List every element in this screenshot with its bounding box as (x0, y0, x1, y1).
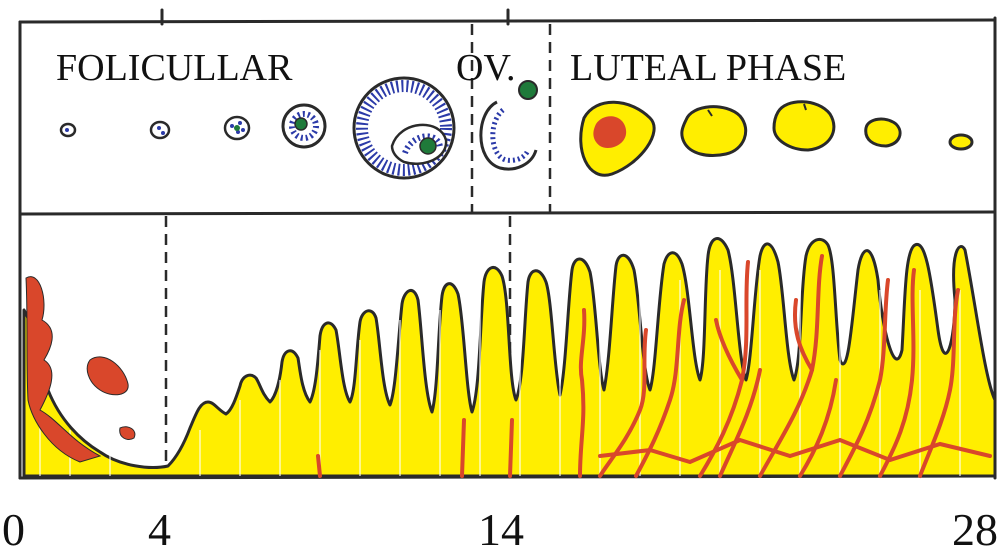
early-antral-follicle (281, 103, 327, 149)
corpus-hemorrhagicum (579, 100, 656, 177)
secondary-follicle (223, 115, 251, 141)
primordial-follicle (59, 122, 77, 138)
day-label-4: 4 (148, 504, 171, 555)
mature-corpus-luteum (772, 100, 836, 152)
endometrium-outline (22, 237, 997, 478)
endometrium-panel (22, 237, 997, 478)
ruptured-follicle (479, 80, 538, 171)
luteal-phase-label: LUTEAL PHASE (570, 47, 846, 89)
primary-follicle (149, 120, 171, 140)
day-label-0: 0 (2, 504, 25, 555)
graafian-follicle (352, 76, 456, 180)
corpus-albicans (948, 133, 974, 151)
menstrual-shedding (25, 276, 136, 463)
corpus-luteum (680, 105, 748, 157)
ovary-panel (59, 76, 974, 180)
spiral-arteries (316, 254, 992, 478)
regressing-corpus-luteum (864, 117, 902, 148)
ovulation-label: OV. (456, 47, 516, 89)
day-label-14: 14 (478, 504, 524, 555)
day-label-28: 28 (952, 504, 998, 555)
follicular-phase-label: FOLICULLAR (56, 47, 293, 89)
